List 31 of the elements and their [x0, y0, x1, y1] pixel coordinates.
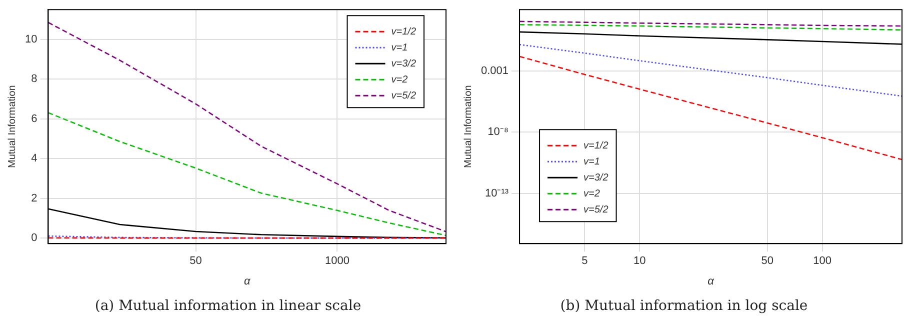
y-tick-label: 0.001 [480, 64, 509, 77]
legend-label: v=1 [584, 156, 600, 168]
legend-label: v=5/2 [584, 204, 609, 216]
x-tick-label: 50 [761, 255, 774, 268]
y-tick-label: 6 [31, 112, 38, 125]
x-tick-label: 10 [634, 255, 646, 268]
legend-label: v=1/2 [584, 140, 609, 152]
y-tick-label: 8 [31, 73, 38, 86]
y-tick-label: 2 [31, 192, 38, 204]
x-tick-label: 100 [813, 255, 832, 268]
legend-label: v=2 [584, 188, 600, 200]
text: (b) Mutual information in log scale [560, 298, 808, 314]
y-tick-label: 10 [24, 33, 38, 46]
legend-label: v=1 [391, 42, 408, 54]
y-tick-label: 10⁻¹³ [484, 187, 509, 200]
legend-label: v=1/2 [391, 26, 416, 38]
x-axis-title: α [244, 275, 251, 288]
y-tick-label: 4 [31, 152, 38, 165]
y-tick-label: 0 [31, 232, 38, 244]
y-tick-label: 10⁻⁸ [488, 126, 509, 138]
legend-label: v=5/2 [391, 90, 416, 102]
y-axis-title: Mutual Information [462, 85, 474, 168]
x-tick-label: 1000 [325, 255, 350, 268]
y-axis-title: Mutual Information [6, 85, 18, 168]
legend-label: v=3/2 [584, 172, 609, 184]
x-tick-label: 50 [190, 255, 202, 268]
text: (a) Mutual information in linear scale [94, 298, 362, 314]
x-tick-label: 5 [582, 255, 588, 268]
x-axis-title: α [708, 275, 715, 288]
legend-label: v=2 [391, 74, 408, 86]
legend-label: v=3/2 [391, 58, 416, 70]
